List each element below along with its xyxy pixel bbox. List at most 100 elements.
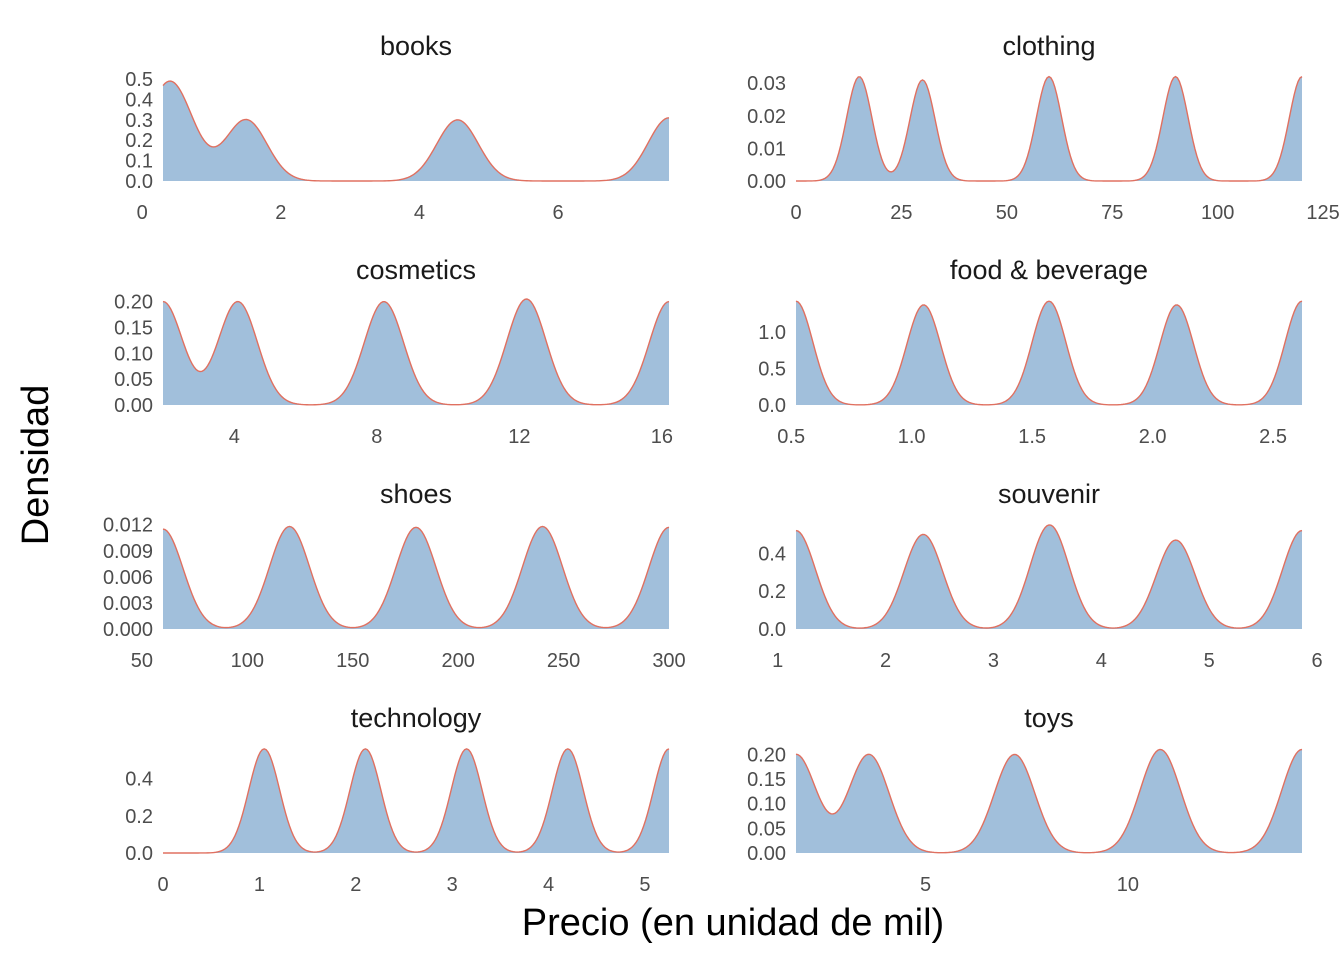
- panel-toys: toys 0.00 0.050.10 0.15 0.20 5 10: [747, 703, 1303, 896]
- y-tick-label-books: 0.1: [125, 151, 153, 173]
- density-area-clothing: [796, 76, 1302, 181]
- x-tick-label-books: 6: [553, 202, 564, 224]
- x-tick-label-food-beverage: 0.5: [777, 426, 805, 448]
- density-area-cosmetics: [163, 299, 669, 405]
- x-tick-label-books: 0: [137, 202, 148, 224]
- x-tick-label-souvenir: 6: [1312, 650, 1323, 672]
- y-tick-label-food-beverage: 1.0: [758, 322, 786, 344]
- y-tick-label-books: 0.0: [125, 171, 153, 193]
- x-tick-label-toys: 10: [1117, 874, 1139, 896]
- y-tick-label-books: 0.4: [125, 89, 153, 111]
- density-line-souvenir: [795, 524, 1303, 629]
- x-tick-label-souvenir: 3: [988, 650, 999, 672]
- density-line-cosmetics: [162, 298, 670, 406]
- x-tick-label-books: 4: [414, 202, 425, 224]
- density-line-technology: [163, 748, 670, 854]
- panel-clothing: clothing 0.00 0.01 0.02 0.03 0 25 50 75 100 125: [747, 31, 1340, 224]
- y-tick-label-food-beverage: 0.5: [758, 358, 786, 380]
- y-tick-label-technology: 0.0: [125, 843, 153, 865]
- y-tick-label-cosmetics: 0.20: [114, 292, 153, 314]
- panel-food-beverage: food & beverage 0.0 0.5 1.0 0.5 1.0 1.5 2.0 2.5: [758, 255, 1303, 448]
- x-tick-label-clothing: 125: [1306, 202, 1339, 224]
- y-tick-label-food-beverage: 0.0: [758, 395, 786, 417]
- y-tick-label-cosmetics: 0.15: [114, 317, 153, 339]
- y-tick-label-toys: 0.05: [747, 818, 786, 840]
- y-tick-label-books: 0.3: [125, 110, 153, 132]
- y-tick-label-souvenir: 0.2: [758, 581, 786, 603]
- x-tick-label-technology: 1: [254, 874, 265, 896]
- x-tick-label-shoes: 50: [131, 650, 153, 672]
- y-tick-label-cosmetics: 0.10: [114, 343, 153, 365]
- x-tick-label-clothing: 50: [996, 202, 1018, 224]
- x-tick-label-food-beverage: 2.5: [1259, 426, 1287, 448]
- panel-title-technology: technology: [351, 703, 482, 733]
- y-tick-label-souvenir: 0.0: [758, 619, 786, 641]
- panel-title-books: books: [380, 31, 452, 61]
- x-tick-label-cosmetics: 16: [651, 426, 673, 448]
- x-tick-label-cosmetics: 8: [371, 426, 382, 448]
- x-tick-label-food-beverage: 2.0: [1139, 426, 1167, 448]
- x-tick-label-technology: 4: [543, 874, 554, 896]
- panel-title-cosmetics: cosmetics: [356, 255, 476, 285]
- y-axis-title: Densidad: [15, 385, 57, 546]
- x-tick-label-souvenir: 5: [1204, 650, 1215, 672]
- y-tick-label-shoes: 0.003: [103, 593, 153, 615]
- density-area-books: [163, 81, 669, 181]
- y-tick-label-cosmetics: 0.05: [114, 369, 153, 391]
- y-tick-label-technology: 0.4: [125, 769, 153, 791]
- panel-title-clothing: clothing: [1002, 31, 1095, 61]
- y-tick-label-toys: 0.00: [747, 843, 786, 865]
- panel-technology: technology 0.0 0.2 0.4 0 1 2 3 4 5: [125, 703, 670, 896]
- density-line-books: [162, 80, 670, 182]
- density-line-shoes: [162, 525, 670, 629]
- y-tick-label-clothing: 0.00: [747, 171, 786, 193]
- x-tick-label-clothing: 75: [1101, 202, 1123, 224]
- panel-shoes: shoes 0.000 0.003 0.006 0.009 0.012 50 100 150 20…: [103, 479, 686, 672]
- density-line-toys: [795, 748, 1303, 854]
- panel-title-souvenir: souvenir: [998, 479, 1100, 509]
- density-area-souvenir: [796, 524, 1302, 629]
- density-area-technology: [163, 748, 669, 853]
- x-tick-label-cosmetics: 4: [229, 426, 240, 448]
- x-tick-label-souvenir: 1: [772, 650, 783, 672]
- y-tick-label-shoes: 0.006: [103, 567, 153, 589]
- y-tick-label-books: 0.2: [125, 130, 153, 152]
- x-tick-label-technology: 5: [639, 874, 650, 896]
- y-tick-label-clothing: 0.03: [747, 73, 786, 95]
- panel-title-toys: toys: [1024, 703, 1074, 733]
- x-tick-label-shoes: 200: [441, 650, 474, 672]
- x-tick-label-food-beverage: 1.5: [1018, 426, 1046, 448]
- x-tick-label-shoes: 300: [652, 650, 685, 672]
- y-tick-label-clothing: 0.02: [747, 106, 786, 128]
- x-tick-label-shoes: 250: [547, 650, 580, 672]
- y-tick-label-toys: 0.20: [747, 744, 786, 766]
- density-area-shoes: [163, 526, 669, 629]
- density-area-food-beverage: [796, 301, 1302, 405]
- density-line-food-beverage: [795, 300, 1303, 406]
- x-tick-label-food-beverage: 1.0: [898, 426, 926, 448]
- y-tick-label-shoes: 0.009: [103, 541, 153, 563]
- y-tick-label-clothing: 0.01: [747, 138, 786, 160]
- y-tick-label-souvenir: 0.4: [758, 543, 786, 565]
- panel-title-food-beverage: food & beverage: [950, 255, 1148, 285]
- x-axis-title: Precio (en unidad de mil): [522, 902, 944, 944]
- y-tick-label-toys: 0.10: [747, 794, 786, 816]
- x-tick-label-souvenir: 2: [880, 650, 891, 672]
- y-tick-label-toys: 0.15: [747, 769, 786, 791]
- y-tick-label-shoes: 0.012: [103, 515, 153, 537]
- x-tick-label-clothing: 100: [1201, 202, 1234, 224]
- x-tick-label-clothing: 0: [790, 202, 801, 224]
- panel-cosmetics: cosmetics 0.00 0.05 0.10 0.15 0.20 4 8 12 16: [114, 255, 673, 448]
- x-tick-label-technology: 0: [157, 874, 168, 896]
- y-tick-label-books: 0.5: [125, 69, 153, 91]
- x-tick-label-books: 2: [275, 202, 286, 224]
- x-tick-label-cosmetics: 12: [508, 426, 530, 448]
- x-tick-label-shoes: 150: [336, 650, 369, 672]
- x-tick-label-technology: 3: [447, 874, 458, 896]
- panel-souvenir: souvenir 0.0 0.2 0.4 1 2 3 4 5 6: [758, 479, 1322, 672]
- y-tick-label-technology: 0.2: [125, 806, 153, 828]
- x-tick-label-shoes: 100: [231, 650, 264, 672]
- x-tick-label-souvenir: 4: [1096, 650, 1107, 672]
